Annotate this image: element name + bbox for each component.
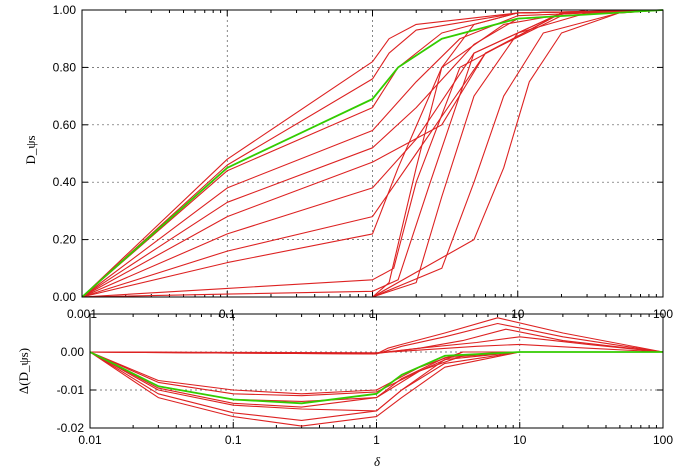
- y-tick-label: 0.60: [53, 118, 77, 132]
- highlight-curve: [81, 9, 664, 298]
- y-axis-label: Δ(D_ψs): [16, 348, 31, 394]
- data-curve: [81, 9, 664, 298]
- y-tick-label: 0.20: [53, 233, 77, 247]
- data-curve: [82, 9, 664, 298]
- y-tick-label: 1.00: [53, 3, 77, 17]
- y-tick-label: 0.00: [53, 290, 77, 304]
- data-curve: [81, 9, 664, 298]
- bottom-chart-panel: 0.01 0.1 1 10 100 -0.02 -0.01 0.00 Δ(D_ψs) δ: [16, 313, 673, 469]
- x-axis-label: δ: [374, 454, 381, 469]
- data-curve: [81, 9, 664, 298]
- y-tick-label: 0.00: [61, 345, 85, 359]
- data-curve: [89, 351, 663, 395]
- data-curve: [82, 9, 664, 298]
- y-tick-label: 0.80: [53, 60, 77, 74]
- data-curve: [89, 351, 663, 427]
- x-tick-label: 0.01: [78, 433, 102, 447]
- x-tick-label: 100: [653, 433, 673, 447]
- x-tick-label: 10: [513, 433, 527, 447]
- x-tick-label: 0.1: [225, 433, 242, 447]
- data-curve: [82, 9, 664, 298]
- data-curve: [81, 9, 664, 298]
- data-curve: [81, 9, 664, 298]
- data-curve: [81, 9, 664, 298]
- data-curve: [89, 343, 664, 354]
- y-tick-label: -0.02: [57, 421, 85, 435]
- data-curve: [82, 9, 664, 298]
- x-tick-label: 1: [373, 433, 380, 447]
- y-axis-label: D_ψs: [23, 135, 38, 164]
- highlight-curve: [89, 351, 663, 405]
- y-tick-label: -0.01: [57, 383, 85, 397]
- data-curve: [81, 9, 664, 298]
- data-curve: [81, 9, 664, 298]
- data-curve: [81, 9, 663, 298]
- plot-frame: [89, 313, 664, 429]
- data-curve: [89, 351, 663, 421]
- data-curve: [81, 9, 664, 298]
- y-tick-label: 0.40: [53, 175, 77, 189]
- top-chart-panel: 0.001 0.1 1 10 1000.000.200.400.600.801.00D_…: [23, 3, 673, 321]
- plot-frame: [81, 9, 664, 298]
- data-curve: [81, 9, 664, 298]
